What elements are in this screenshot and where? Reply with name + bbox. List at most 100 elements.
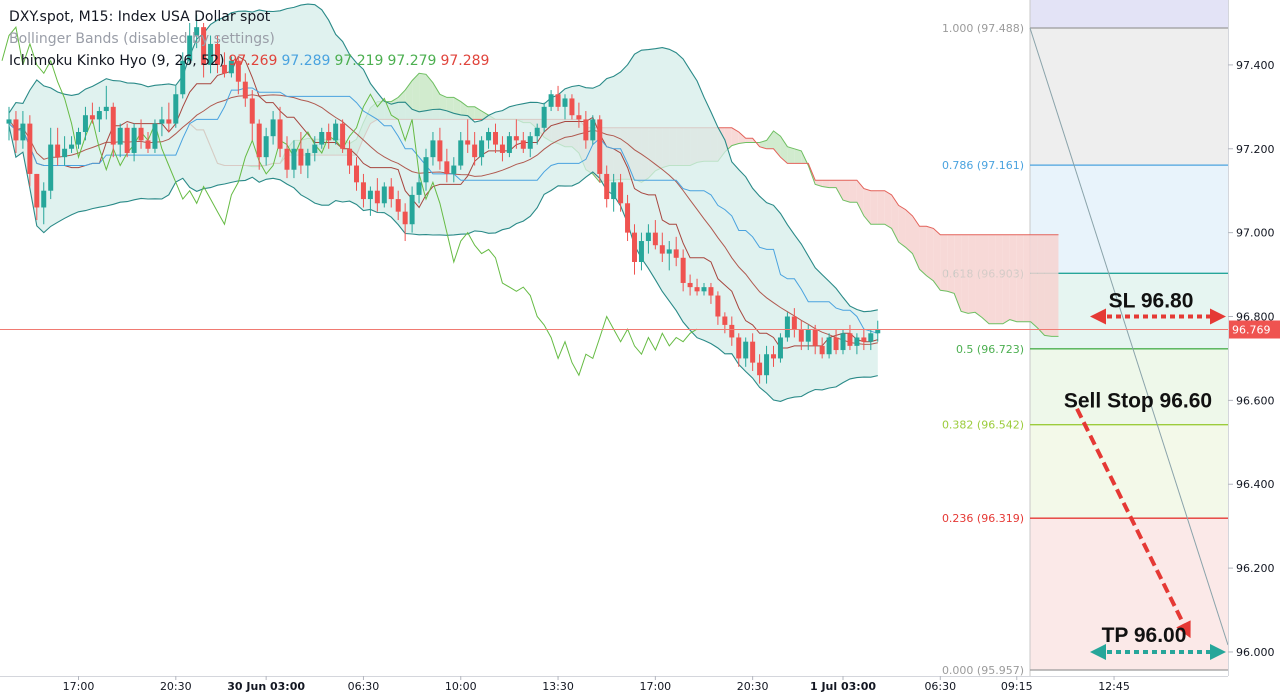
candle[interactable] xyxy=(645,224,651,254)
candle[interactable] xyxy=(694,278,700,296)
candle[interactable] xyxy=(437,127,443,170)
candle[interactable] xyxy=(305,148,311,179)
candle[interactable] xyxy=(819,337,825,359)
candle[interactable] xyxy=(110,102,116,158)
candle[interactable] xyxy=(729,316,735,346)
candle[interactable] xyxy=(96,106,102,132)
candle[interactable] xyxy=(395,190,401,221)
candle[interactable] xyxy=(20,111,26,149)
candle[interactable] xyxy=(666,241,672,271)
candles[interactable] xyxy=(6,14,881,384)
candle[interactable] xyxy=(333,119,339,145)
candle[interactable] xyxy=(263,127,269,166)
candle[interactable] xyxy=(499,136,505,162)
candle[interactable] xyxy=(798,320,804,351)
candle[interactable] xyxy=(771,345,776,367)
candle[interactable] xyxy=(555,85,561,112)
candle[interactable] xyxy=(124,123,130,158)
candle[interactable] xyxy=(757,354,763,384)
candle[interactable] xyxy=(354,157,359,191)
candle[interactable] xyxy=(291,140,297,179)
candle[interactable] xyxy=(687,274,693,296)
candle[interactable] xyxy=(597,115,603,183)
candle[interactable] xyxy=(242,73,248,107)
candle[interactable] xyxy=(409,186,415,233)
candle[interactable] xyxy=(270,111,276,145)
candle[interactable] xyxy=(388,178,394,208)
candle[interactable] xyxy=(62,136,68,166)
candle[interactable] xyxy=(611,173,617,212)
candle[interactable] xyxy=(69,136,75,153)
candle[interactable] xyxy=(854,333,860,355)
candle[interactable] xyxy=(548,90,554,112)
candle[interactable] xyxy=(249,90,255,141)
candle[interactable] xyxy=(340,119,346,153)
candle[interactable] xyxy=(360,173,366,208)
candle[interactable] xyxy=(833,329,839,355)
candle[interactable] xyxy=(34,173,40,221)
candle[interactable] xyxy=(326,123,332,149)
candle[interactable] xyxy=(604,165,610,208)
candle[interactable] xyxy=(76,127,81,149)
candle[interactable] xyxy=(319,127,325,149)
sell-arrow[interactable] xyxy=(1075,407,1191,639)
candle[interactable] xyxy=(562,94,568,120)
candle[interactable] xyxy=(117,123,123,158)
candle[interactable] xyxy=(590,115,596,145)
candle[interactable] xyxy=(208,35,214,74)
candle[interactable] xyxy=(41,182,47,225)
candle[interactable] xyxy=(784,312,790,342)
candle[interactable] xyxy=(479,136,485,166)
candle[interactable] xyxy=(583,111,589,149)
candle[interactable] xyxy=(652,220,658,250)
candle[interactable] xyxy=(367,186,373,216)
candle[interactable] xyxy=(541,102,547,132)
candle[interactable] xyxy=(89,102,95,124)
candle[interactable] xyxy=(618,173,624,212)
ichimoku-legend-row[interactable]: Ichimoku Kinko Hyo (9, 26, 52) 97.269 97.2… xyxy=(9,50,489,72)
candle[interactable] xyxy=(527,131,533,158)
candle[interactable] xyxy=(402,203,408,242)
candle[interactable] xyxy=(777,333,783,363)
candle[interactable] xyxy=(235,56,241,95)
candle[interactable] xyxy=(638,232,644,271)
candle[interactable] xyxy=(569,94,575,120)
candle[interactable] xyxy=(625,194,631,242)
candle[interactable] xyxy=(576,102,582,128)
candle[interactable] xyxy=(506,131,512,158)
candle[interactable] xyxy=(673,236,679,267)
candle[interactable] xyxy=(145,131,151,153)
candle[interactable] xyxy=(82,106,88,141)
candle[interactable] xyxy=(458,131,464,170)
candle[interactable] xyxy=(826,333,832,359)
candle[interactable] xyxy=(430,131,436,166)
candle[interactable] xyxy=(159,106,165,137)
candle[interactable] xyxy=(201,22,207,78)
candle[interactable] xyxy=(277,106,283,158)
candle[interactable] xyxy=(55,127,61,166)
candle[interactable] xyxy=(221,52,227,78)
candle[interactable] xyxy=(861,329,867,351)
candle[interactable] xyxy=(215,35,220,74)
candle[interactable] xyxy=(534,123,540,145)
candle[interactable] xyxy=(708,282,714,304)
candle[interactable] xyxy=(374,178,380,212)
candle[interactable] xyxy=(416,173,422,204)
candle[interactable] xyxy=(743,337,749,367)
candle[interactable] xyxy=(632,224,637,275)
candle[interactable] xyxy=(764,345,770,384)
candle[interactable] xyxy=(166,102,172,132)
candle[interactable] xyxy=(284,136,290,179)
candle[interactable] xyxy=(312,136,318,162)
candle[interactable] xyxy=(750,333,756,372)
candle[interactable] xyxy=(444,148,450,183)
candle[interactable] xyxy=(493,123,498,153)
candle[interactable] xyxy=(138,119,144,149)
candle[interactable] xyxy=(840,329,846,355)
candle[interactable] xyxy=(131,123,137,162)
candle[interactable] xyxy=(791,308,797,338)
candle[interactable] xyxy=(298,131,304,174)
candle[interactable] xyxy=(465,119,471,153)
trade-annotations[interactable]: SL 96.80 Sell Stop 96.60 TP 96.00 xyxy=(0,290,1228,660)
